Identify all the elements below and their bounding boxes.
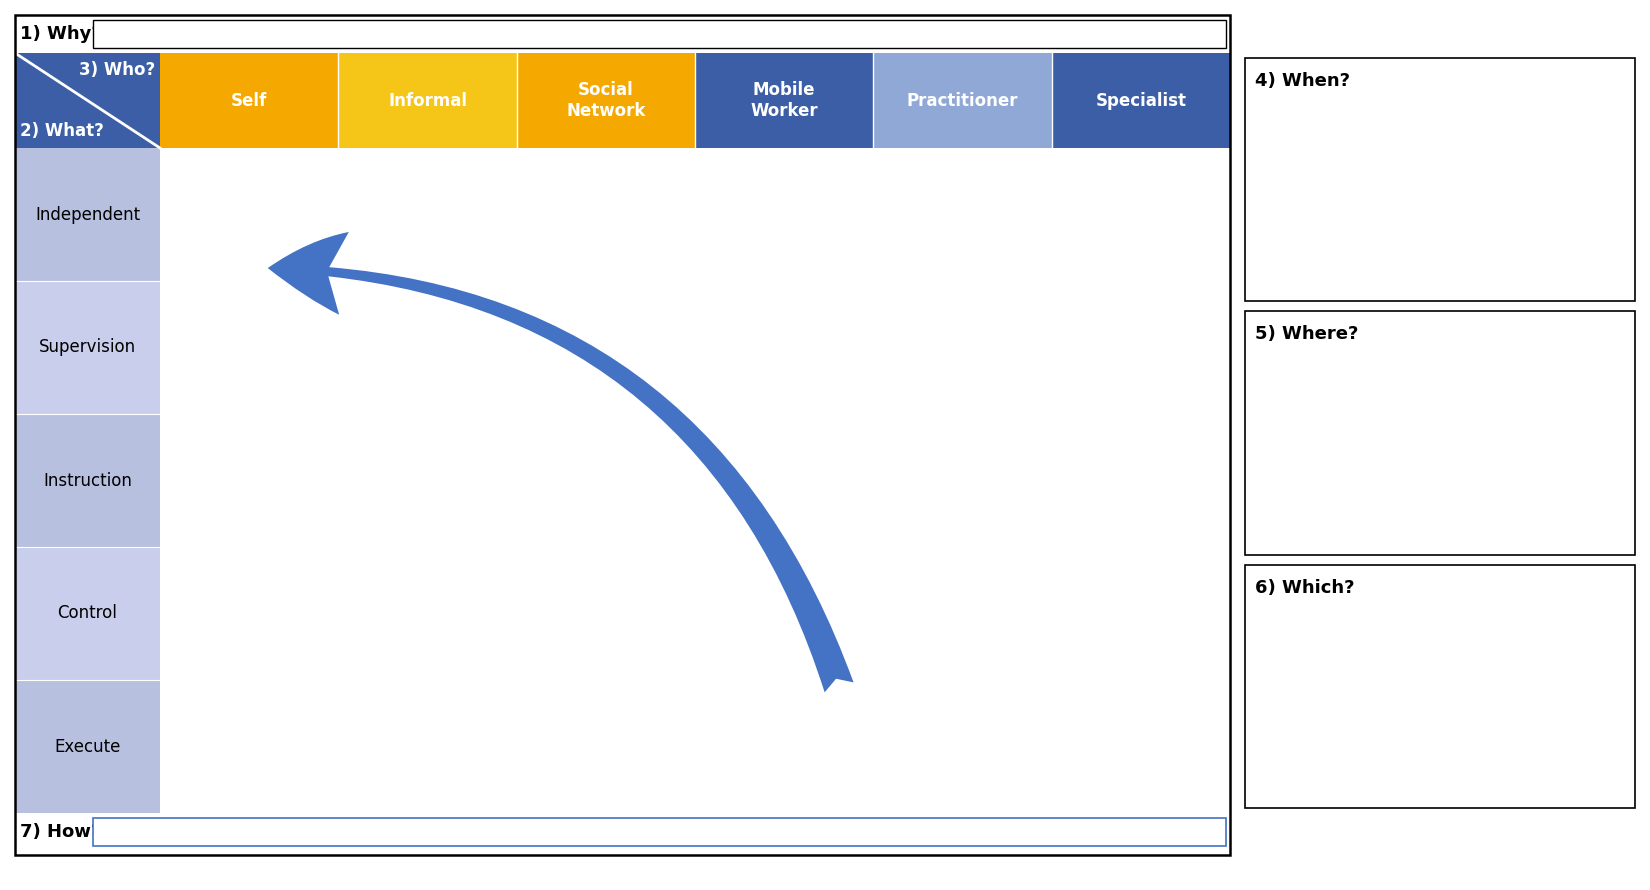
Text: Supervision: Supervision <box>40 338 135 357</box>
Bar <box>92 818 1226 846</box>
Bar <box>1051 53 1229 148</box>
Bar <box>160 53 338 148</box>
Bar <box>15 680 160 813</box>
Text: Move to the upper left: Move to the upper left <box>422 409 558 611</box>
Text: 1) Why?: 1) Why? <box>20 25 102 43</box>
Bar <box>15 148 160 281</box>
Bar <box>338 53 516 148</box>
Text: 7) How?: 7) How? <box>20 823 101 841</box>
Text: 5) Where?: 5) Where? <box>1256 326 1358 344</box>
Text: 3) Who?: 3) Who? <box>79 61 155 79</box>
Bar <box>15 547 160 680</box>
Bar <box>516 53 695 148</box>
Text: Social
Network: Social Network <box>566 81 645 120</box>
Text: 2) What?: 2) What? <box>20 122 104 140</box>
Text: Control: Control <box>58 604 117 622</box>
Bar <box>92 20 1226 48</box>
Bar <box>15 281 160 414</box>
FancyArrowPatch shape <box>267 232 853 692</box>
Bar <box>15 414 160 547</box>
Text: Independent: Independent <box>35 206 140 223</box>
Text: 6) Which?: 6) Which? <box>1256 578 1355 596</box>
Text: Execute: Execute <box>54 738 120 756</box>
Bar <box>160 148 1229 813</box>
Bar <box>1246 564 1635 808</box>
Text: Practitioner: Practitioner <box>908 92 1018 109</box>
Bar <box>695 53 873 148</box>
Text: Instruction: Instruction <box>43 472 132 490</box>
Bar <box>15 53 160 148</box>
Bar <box>15 15 1229 855</box>
Text: Mobile
Worker: Mobile Worker <box>751 81 818 120</box>
Text: Self: Self <box>231 92 267 109</box>
Bar <box>1246 312 1635 554</box>
Text: Specialist: Specialist <box>1096 92 1186 109</box>
Bar <box>1246 58 1635 302</box>
Text: Informal: Informal <box>388 92 467 109</box>
Bar <box>873 53 1051 148</box>
Text: 4) When?: 4) When? <box>1256 72 1350 90</box>
